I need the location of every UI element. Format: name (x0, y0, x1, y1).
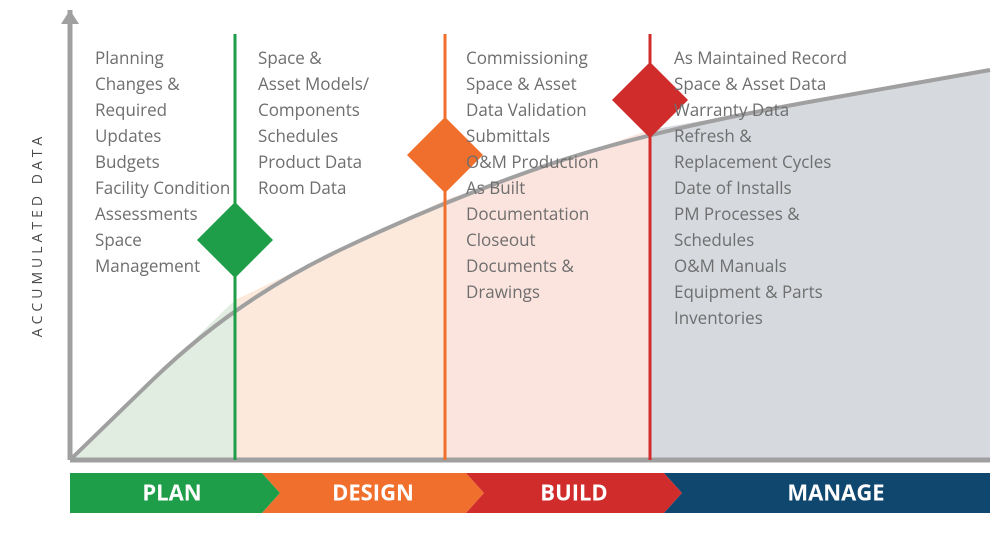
col-plan-line-5: Facility Condition (95, 176, 230, 199)
col-design-line-1: Asset Models/ (258, 72, 370, 95)
col-manage-line-4: Replacement Cycles (674, 150, 831, 173)
phase-label-build: BUILD (540, 478, 607, 508)
col-design-line-3: Schedules (258, 124, 338, 147)
col-build-line-6: Documentation (466, 202, 589, 225)
col-manage-line-0: As Maintained Record (674, 46, 847, 69)
phase-label-design: DESIGN (332, 478, 414, 508)
col-plan-line-7: Space (95, 228, 142, 251)
col-manage-line-8: O&M Manuals (674, 254, 787, 277)
col-manage-line-7: Schedules (674, 228, 754, 251)
col-plan-line-0: Planning (95, 46, 164, 69)
col-manage-line-10: Inventories (674, 306, 763, 329)
col-plan-line-6: Assessments (95, 202, 198, 225)
col-manage-line-6: PM Processes & (674, 202, 800, 225)
col-design-line-0: Space & (258, 46, 322, 69)
col-design-line-4: Product Data (258, 150, 362, 173)
diagram-stage: ACCUMULATED DATA Planning Changes & Require… (0, 0, 1000, 533)
col-build-line-9: Drawings (466, 280, 540, 303)
col-design-line-2: Components (258, 98, 360, 121)
phase-label-plan: PLAN (142, 478, 201, 508)
col-manage-line-5: Date of Installs (674, 176, 792, 199)
col-build-line-4: O&M Production (466, 150, 599, 173)
diamond-marker-0 (197, 202, 273, 278)
col-build-line-3: Submittals (466, 124, 550, 147)
y-axis-label: ACCUMULATED DATA (28, 133, 47, 338)
col-build-line-0: Commissioning (466, 46, 588, 69)
col-manage-line-3: Refresh & (674, 124, 752, 147)
col-plan-line-3: Updates (95, 124, 161, 147)
phase-label-manage: MANAGE (787, 478, 884, 508)
col-manage-line-2: Warranty Data (674, 98, 789, 121)
col-build-line-8: Documents & (466, 254, 574, 277)
diagram-svg: ACCUMULATED DATA Planning Changes & Require… (0, 0, 1000, 533)
col-manage-line-9: Equipment & Parts (674, 280, 823, 303)
col-manage-line-1: Space & Asset Data (674, 72, 826, 95)
col-build-line-1: Space & Asset (466, 72, 577, 95)
y-axis-arrow (61, 10, 79, 24)
col-plan-line-8: Management (95, 254, 200, 277)
col-plan-line-1: Changes & (95, 72, 180, 95)
col-plan-line-2: Required (95, 98, 167, 121)
col-build-line-5: As Built (466, 176, 525, 199)
col-build-line-2: Data Validation (466, 98, 587, 121)
col-build-line-7: Closeout (466, 228, 536, 251)
col-plan-line-4: Budgets (95, 150, 160, 173)
col-design-line-5: Room Data (258, 176, 346, 199)
